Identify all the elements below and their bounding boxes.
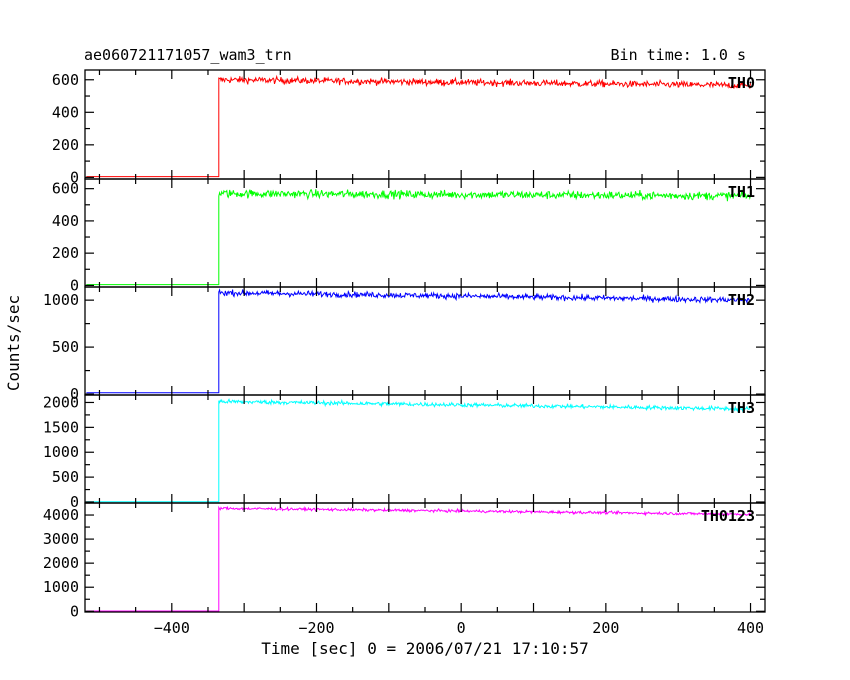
y-tick-label: 200 (52, 136, 79, 154)
panel-th1: 0 200 400 600 TH1 (52, 178, 766, 294)
series-line-th1 (86, 189, 751, 286)
series-line-th3 (86, 398, 751, 503)
y-tick-label: 0 (70, 276, 79, 294)
panel-frame (84, 502, 766, 613)
y-tick-label: 1000 (43, 443, 79, 461)
panel-frame (84, 394, 766, 504)
channel-label-th0: TH0 (728, 74, 755, 92)
y-tick-label: 600 (52, 71, 79, 89)
y-tick-label: 400 (52, 103, 79, 121)
y-tick-label: 1000 (43, 578, 79, 596)
panel-th0123: 0 1000 2000 3000 4000 TH0123 (43, 502, 766, 620)
series-line-th2 (86, 288, 751, 394)
panel-th0: 0 200 400 600 TH0 (52, 69, 766, 186)
y-tick-label: 4000 (43, 506, 79, 524)
y-tick-label: 0 (70, 385, 79, 403)
y-tick-label: 0 (70, 602, 79, 620)
y-tick-label: 1000 (43, 291, 79, 309)
channel-label-th0123: TH0123 (701, 507, 755, 525)
y-tick-label: 3000 (43, 530, 79, 548)
y-axis-label: Counts/sec (4, 295, 23, 391)
y-tick-label: 0 (70, 168, 79, 186)
series-line-th0123 (86, 505, 751, 612)
y-tick-label: 2000 (43, 393, 79, 411)
channel-label-th2: TH2 (728, 291, 755, 309)
y-tick-label: 400 (52, 212, 79, 230)
y-tick-label: 2000 (43, 554, 79, 572)
x-tick-label: 200 (592, 619, 619, 637)
channel-label-th1: TH1 (728, 183, 755, 201)
y-tick-label: 200 (52, 244, 79, 262)
x-tick-label: −400 (154, 619, 190, 637)
panel-frame (84, 69, 766, 180)
x-tick-label: 400 (737, 619, 764, 637)
panel-th2: 0 500 1000 TH2 (43, 286, 766, 403)
x-axis-label: Time [sec] 0 = 2006/07/21 17:10:57 (261, 639, 589, 658)
x-tick-label: −200 (298, 619, 334, 637)
series-line-th0 (86, 74, 751, 178)
panel-th3: 0 500 1000 1500 2000 TH3 (43, 393, 766, 511)
channel-label-th3: TH3 (728, 399, 755, 417)
x-tick-label: 0 (457, 619, 466, 637)
y-tick-label: 600 (52, 180, 79, 198)
x-axis: −400 −200 0 200 400 (154, 619, 764, 637)
panel-frame (84, 286, 766, 396)
y-tick-label: 500 (52, 338, 79, 356)
y-tick-label: 500 (52, 468, 79, 486)
y-tick-label: 1500 (43, 418, 79, 436)
y-tick-label: 0 (70, 493, 79, 511)
bin-time-label: Bin time: 1.0 s (611, 46, 746, 64)
panels: 0 200 400 600 TH0 0 200 400 600 TH1 0 500 1000 TH2 0 50… (43, 69, 766, 620)
chart-title: ae060721171057_wam3_trn (84, 46, 292, 64)
